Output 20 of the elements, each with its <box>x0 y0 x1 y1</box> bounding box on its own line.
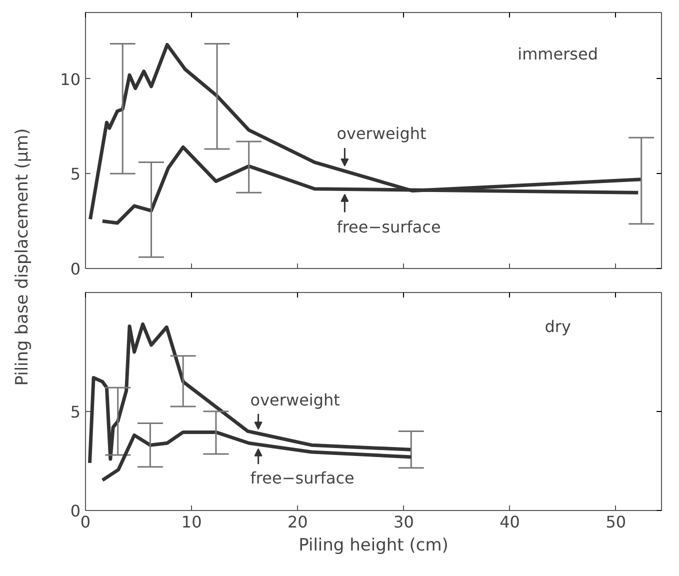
line-series <box>88 42 644 221</box>
x-tick-label: 20 <box>287 512 308 532</box>
y-tick-label: 0 <box>70 260 81 278</box>
y-tick-label: 5 <box>70 402 81 422</box>
annotation: dry <box>544 317 571 336</box>
line-series <box>88 322 413 465</box>
x-tick-label: 30 <box>394 512 414 532</box>
x-axis-title: Piling height (cm) <box>298 536 448 556</box>
x-tick-label: 50 <box>606 512 626 532</box>
x-tick-label: 40 <box>500 512 520 532</box>
y-tick-label: 5 <box>70 164 81 184</box>
annotation: free−surface <box>250 468 354 488</box>
annotation: free−surface <box>336 217 441 236</box>
y-axis-title: Piling base displacement (μm) <box>12 128 32 386</box>
line-series <box>100 430 413 482</box>
annotation: overweight <box>336 124 426 143</box>
annotation: immersed <box>518 44 598 64</box>
y-tick-label: 10 <box>60 70 80 89</box>
annotation: overweight <box>250 390 340 410</box>
x-tick-label: 10 <box>181 512 202 532</box>
